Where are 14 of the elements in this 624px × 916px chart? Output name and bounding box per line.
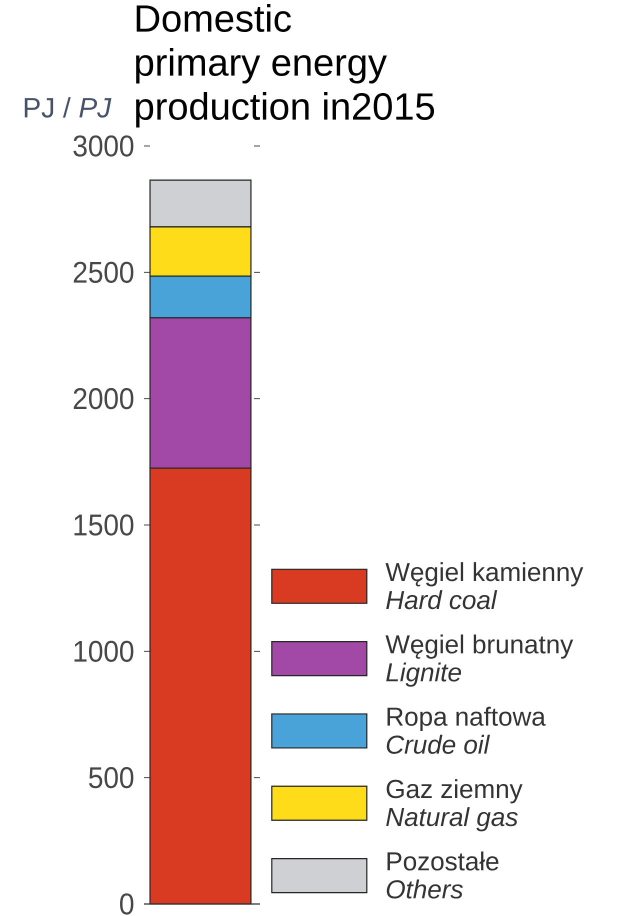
legend-label: Węgiel brunatny Lignite <box>386 634 574 687</box>
y-tick-label: 500 <box>89 767 134 788</box>
y-tick-label: 3000 <box>73 135 134 157</box>
y-tick-label: 2500 <box>74 262 134 283</box>
y-axis-title: PJ / PJ <box>24 97 112 118</box>
legend-label: Ropa naftowa Crude oil <box>386 706 546 754</box>
legend-label: Węgiel kamienny Hard coal <box>386 562 584 610</box>
y-tick-label: 1500 <box>74 514 134 536</box>
chart-title: Domestic primary energy production in2015 <box>136 4 434 128</box>
y-tick-label: 1000 <box>74 640 134 662</box>
legend-label: Gaz ziemny Natural gas <box>386 779 523 832</box>
legend-label: Pozostałe Others <box>386 851 498 899</box>
y-tick-label: 0 <box>120 893 134 915</box>
y-tick-label: 2000 <box>74 388 134 410</box>
